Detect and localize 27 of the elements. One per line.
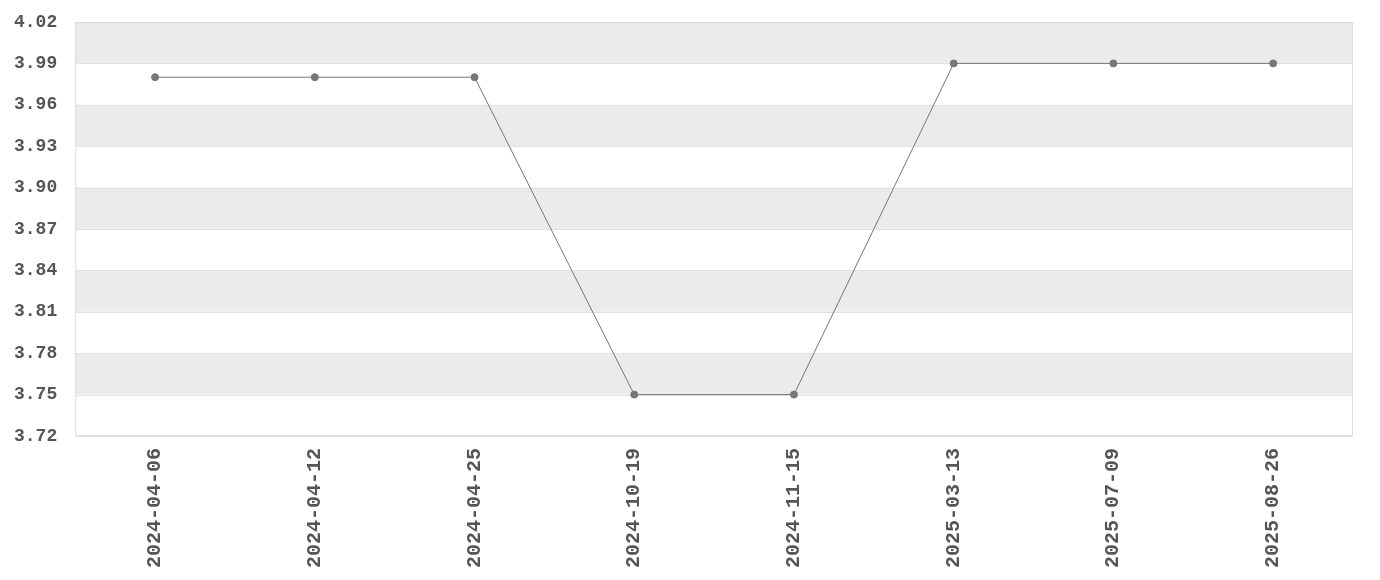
x-tick-label: 2025-08-26 — [1261, 447, 1285, 569]
point — [1269, 59, 1278, 68]
y-tick-label: 4.02 — [13, 11, 58, 32]
x-tick-label: 2024-10-19 — [622, 447, 646, 569]
y-tick-label: 3.72 — [13, 425, 58, 446]
y-tick-label: 3.87 — [13, 218, 58, 239]
y-tick-label: 3.96 — [13, 94, 58, 115]
point — [151, 73, 160, 82]
x-tick-label: 2024-04-25 — [462, 447, 486, 569]
y-tick-label: 3.78 — [13, 342, 58, 363]
point — [310, 73, 319, 82]
y-tick-label: 3.90 — [13, 177, 58, 198]
x-tick-label: 2024-04-12 — [302, 447, 326, 569]
x-tick-label: 2024-04-06 — [143, 447, 167, 569]
point — [1109, 59, 1118, 68]
x-tick-label: 2025-07-09 — [1101, 447, 1125, 569]
y-tick-label: 3.84 — [13, 259, 58, 280]
y-tick-label: 3.99 — [13, 52, 58, 73]
x-tick-label: 2024-11-15 — [782, 447, 805, 569]
y-tick-label: 3.81 — [13, 301, 58, 322]
point — [470, 73, 479, 82]
y-tick-label: 3.93 — [13, 135, 58, 156]
point — [789, 390, 798, 399]
point — [630, 390, 639, 399]
point — [949, 59, 958, 68]
y-tick-label: 3.75 — [13, 384, 58, 405]
x-tick-label: 2025-03-13 — [941, 447, 965, 569]
